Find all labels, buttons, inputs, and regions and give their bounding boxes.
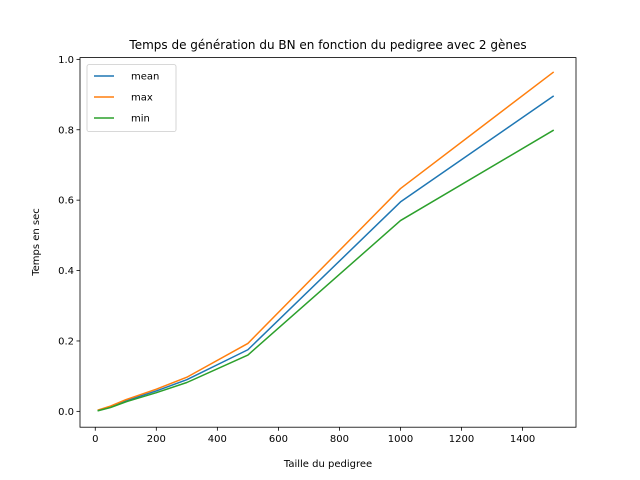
x-axis-label: Taille du pedigree bbox=[283, 459, 372, 470]
legend-label-mean: mean bbox=[131, 72, 159, 83]
y-tick-label: 0.0 bbox=[58, 407, 74, 418]
chart-title: Temps de génération du BN en fonction du… bbox=[128, 38, 526, 52]
series-line-mean bbox=[97, 95, 555, 412]
series-layer bbox=[97, 71, 555, 412]
y-axis: 0.0 0.2 0.4 0.6 0.8 1.0 bbox=[58, 55, 80, 418]
x-tick-label: 800 bbox=[330, 434, 349, 445]
x-tick-label: 1400 bbox=[510, 434, 535, 445]
y-tick-label: 0.2 bbox=[58, 336, 74, 347]
series-line-min bbox=[97, 129, 555, 412]
y-axis-label: Temps en sec bbox=[31, 208, 42, 277]
x-tick-label: 0 bbox=[92, 434, 98, 445]
x-tick-label: 400 bbox=[208, 434, 227, 445]
legend: mean max min bbox=[86, 64, 177, 132]
axes-frame bbox=[79, 57, 577, 428]
x-tick-label: 1000 bbox=[388, 434, 413, 445]
x-tick-label: 600 bbox=[269, 434, 288, 445]
y-tick-label: 1.0 bbox=[58, 55, 74, 66]
legend-box bbox=[86, 64, 177, 132]
y-tick-label: 0.8 bbox=[58, 125, 74, 136]
x-tick-label: 1200 bbox=[449, 434, 474, 445]
series-line-max bbox=[97, 71, 555, 411]
legend-label-max: max bbox=[131, 93, 153, 104]
y-tick-label: 0.4 bbox=[58, 266, 74, 277]
x-tick-label: 200 bbox=[147, 434, 166, 445]
y-tick-label: 0.6 bbox=[58, 196, 74, 207]
legend-label-min: min bbox=[131, 114, 150, 125]
x-axis: 0 200 400 600 800 1000 1200 1400 bbox=[92, 427, 535, 445]
